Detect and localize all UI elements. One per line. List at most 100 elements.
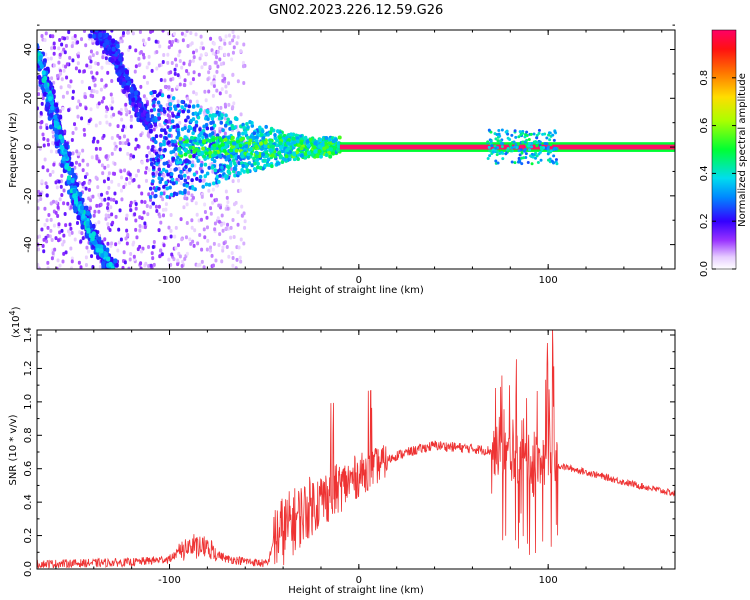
spectrogram-cell	[114, 262, 119, 268]
spectrogram-cell	[99, 244, 104, 250]
spectrogram-cell	[67, 169, 72, 175]
spectrogram-cell	[216, 49, 220, 54]
spectrogram-cell	[92, 89, 96, 94]
spectrogram-cell	[292, 140, 297, 145]
spectrogram-cell	[218, 129, 222, 134]
spectrogram-cell	[198, 166, 202, 171]
spectrogram-cell	[155, 66, 159, 71]
spectrogram-cell	[186, 109, 191, 114]
spectrogram-cell	[320, 142, 325, 147]
spectrogram-cell	[154, 204, 158, 209]
spectrogram-cell	[210, 81, 214, 86]
spectrogram-cell	[81, 158, 85, 163]
spectrogram-cell	[538, 150, 542, 154]
spectrogram-cell	[241, 131, 245, 136]
spectrogram-cell	[179, 174, 183, 179]
spectrogram-cell	[151, 171, 155, 176]
spectrogram-cell	[254, 135, 259, 140]
spectrogram-cell	[178, 140, 183, 145]
spectrogram-cell	[232, 34, 236, 39]
spectrogram-cell	[221, 73, 225, 78]
spectrogram-cell	[530, 162, 534, 166]
spectrogram-cell	[110, 270, 114, 275]
spectrogram-cell	[71, 131, 75, 136]
spectrogram-cell	[228, 33, 232, 38]
spectrogram-cell	[117, 240, 121, 245]
spectrogram-cell	[94, 123, 98, 128]
spectrogram-cell	[164, 169, 169, 174]
spectrogram-cell	[494, 137, 498, 141]
spectrogram-cell	[98, 32, 103, 38]
spectrogram-cell	[201, 146, 206, 151]
spectrogram-cell	[179, 181, 183, 186]
spectrogram-cell	[222, 221, 226, 226]
spectrogram-cell	[146, 212, 150, 217]
spectrogram-cell	[191, 104, 196, 109]
spectrogram-cell	[142, 94, 146, 99]
spectrogram-cell	[59, 85, 63, 90]
spectrogram-cell	[72, 205, 77, 211]
spectrogram-cell	[129, 124, 133, 129]
spectrogram-cell	[124, 107, 128, 112]
spectrogram-cell	[219, 46, 223, 51]
spectrogram-cell	[271, 144, 276, 149]
spectrogram-cell	[65, 75, 69, 80]
spectrogram-cell	[100, 99, 104, 104]
spectrogram-cell	[174, 246, 178, 251]
spectrogram-cell	[278, 141, 283, 146]
spectrogram-cell	[229, 235, 233, 240]
spectrogram-cell	[69, 161, 74, 167]
spectrogram-cell	[234, 200, 238, 205]
spectrogram-cell	[55, 73, 59, 78]
spectrogram-cell	[202, 227, 206, 232]
spectrogram-cell	[59, 184, 63, 189]
spectrogram-cell	[231, 218, 235, 223]
spectrogram-cell	[219, 105, 223, 110]
spectrogram-cell	[148, 128, 153, 134]
spectrogram-cell	[42, 249, 46, 254]
spectrogram-cell	[110, 30, 114, 33]
spectrogram-cell	[185, 183, 189, 188]
spectrogram-cell	[41, 70, 46, 76]
spectrogram-cell	[162, 213, 166, 218]
spectrogram-cell	[318, 154, 323, 159]
spectrogram-cell	[117, 182, 121, 187]
spectrogram-cell	[74, 66, 78, 71]
spectrogram-cell	[156, 158, 160, 163]
spectrogram-cell	[187, 191, 191, 196]
spectrogram-cell	[489, 139, 493, 143]
spectrogram-cell	[105, 40, 110, 46]
spectrogram-cell	[520, 140, 524, 144]
spectrogram-cell	[138, 244, 142, 249]
spectrogram-cell	[104, 114, 108, 119]
spectrogram-cell	[235, 257, 239, 262]
spectrogram-cell	[261, 136, 266, 141]
spectrogram-cell	[94, 175, 98, 180]
spectrogram-cell	[336, 144, 341, 149]
y-tick-label: -40	[23, 236, 34, 252]
spectrogram-cell	[157, 63, 161, 68]
spectrogram-cell	[228, 94, 232, 99]
spectrogram-cell	[310, 152, 315, 157]
spectrogram-cell	[157, 116, 162, 121]
spectrogram-cell	[241, 64, 245, 69]
spectrogram-cell	[224, 84, 228, 89]
spectrogram-cell	[125, 176, 129, 181]
spectrogram-cell	[37, 189, 41, 194]
spectrogram-cell	[70, 138, 74, 143]
spectrogram-cell	[159, 248, 163, 253]
snr-plot-area	[37, 330, 675, 569]
spectrogram-cell	[150, 251, 154, 256]
spectrogram-cell	[68, 232, 72, 237]
spectrogram-cell	[37, 247, 41, 252]
spectrogram-cell	[161, 207, 165, 212]
spectrogram-cell	[159, 142, 163, 147]
spectrogram-cell	[185, 68, 189, 73]
spectrogram-cell	[205, 225, 209, 230]
spectrogram-cell	[189, 135, 194, 140]
spectrogram-cell	[121, 141, 125, 146]
spectrogram-cell	[105, 247, 110, 253]
spectrogram-cell	[328, 154, 333, 159]
spectrogram-cell	[95, 71, 99, 76]
spectrogram-cell	[258, 125, 262, 130]
